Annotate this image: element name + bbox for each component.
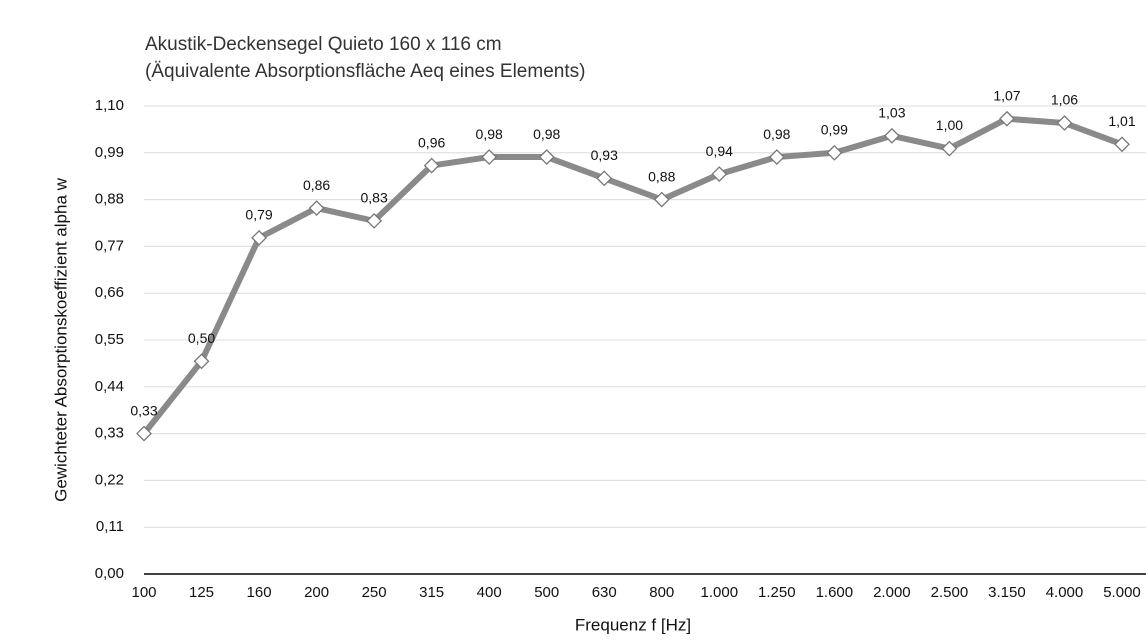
- y-tick-label: 0,88: [95, 191, 124, 208]
- data-label: 0,98: [476, 126, 503, 142]
- y-tick-label: 0,77: [95, 237, 124, 254]
- point-marker: [308, 200, 325, 217]
- y-tick-label: 0,44: [95, 378, 124, 395]
- point-marker: [366, 212, 383, 229]
- point-marker: [711, 166, 728, 182]
- x-tick-label: 400: [477, 584, 502, 601]
- x-tick-label: 250: [362, 584, 387, 601]
- y-axis-title: Gewichteter Absorptionskoeffizient alpha…: [51, 177, 70, 502]
- data-label: 0,79: [245, 207, 272, 223]
- chart-subtitle: (Äquivalente Absorptionsfläche Aeq eines…: [145, 61, 585, 82]
- data-label: 1,03: [878, 104, 905, 120]
- data-label: 0,33: [130, 402, 157, 418]
- x-tick-label: 630: [592, 584, 617, 601]
- data-label: 0,96: [418, 134, 445, 150]
- y-tick-label: 0,00: [95, 565, 124, 582]
- data-label: 0,88: [648, 168, 675, 184]
- point-marker: [136, 425, 152, 442]
- x-tick-label: 1.600: [816, 584, 854, 601]
- y-tick-label: 0,66: [95, 284, 124, 301]
- x-tick-label: 200: [304, 584, 329, 601]
- x-tick-label: 5.000: [1103, 584, 1141, 601]
- y-tick-label: 0,11: [96, 518, 124, 535]
- x-tick-label: 125: [189, 584, 214, 601]
- data-label: 0,83: [360, 190, 387, 206]
- y-tick-label: 0,99: [95, 144, 124, 161]
- chart-title: Akustik-Deckensegel Quieto 160 x 116 cm: [145, 34, 502, 55]
- x-tick-label: 1.250: [758, 584, 796, 601]
- y-tick-label: 0,33: [95, 425, 124, 442]
- data-line: [141, 115, 1124, 436]
- x-tick-label: 100: [131, 584, 156, 601]
- x-tick-label: 500: [534, 584, 559, 601]
- data-label: 1,00: [936, 117, 963, 133]
- data-label: 0,50: [188, 330, 215, 346]
- data-label: 0,86: [303, 177, 330, 193]
- point-marker: [653, 191, 670, 208]
- x-tick-label: 1.000: [701, 584, 739, 601]
- point-marker: [193, 353, 210, 370]
- point-marker: [768, 149, 785, 165]
- point-marker: [481, 149, 498, 165]
- data-label: 1,06: [1051, 92, 1078, 108]
- data-label: 0,99: [821, 122, 848, 138]
- y-tick-label: 0,55: [95, 331, 124, 348]
- point-marker: [941, 140, 958, 157]
- x-tick-label: 2.000: [873, 584, 911, 601]
- point-marker: [251, 229, 267, 246]
- point-marker: [883, 127, 900, 144]
- y-tick-label: 1,10: [95, 97, 124, 114]
- x-axis-title: Frequenz f [Hz]: [575, 615, 691, 634]
- point-marker: [538, 149, 555, 165]
- data-label: 1,07: [993, 87, 1020, 103]
- point-marker: [423, 157, 440, 174]
- data-label: 0,98: [763, 126, 790, 142]
- data-label: 0,93: [591, 147, 618, 163]
- data-label: 0,98: [533, 126, 560, 142]
- data-label: 1,01: [1108, 113, 1135, 129]
- x-tick-label: 2.500: [931, 584, 969, 601]
- x-tick-label: 4.000: [1046, 584, 1084, 601]
- x-tick-label: 800: [649, 584, 674, 601]
- point-marker: [596, 170, 613, 187]
- data-label: 0,94: [706, 143, 733, 159]
- point-marker: [999, 110, 1015, 127]
- x-tick-label: 315: [419, 584, 444, 601]
- point-marker: [1114, 136, 1130, 153]
- x-tick-label: 3.150: [988, 584, 1026, 601]
- point-marker: [1056, 115, 1073, 131]
- y-tick-label: 0,22: [95, 471, 124, 488]
- x-tick-label: 160: [247, 584, 272, 601]
- point-marker: [826, 144, 843, 161]
